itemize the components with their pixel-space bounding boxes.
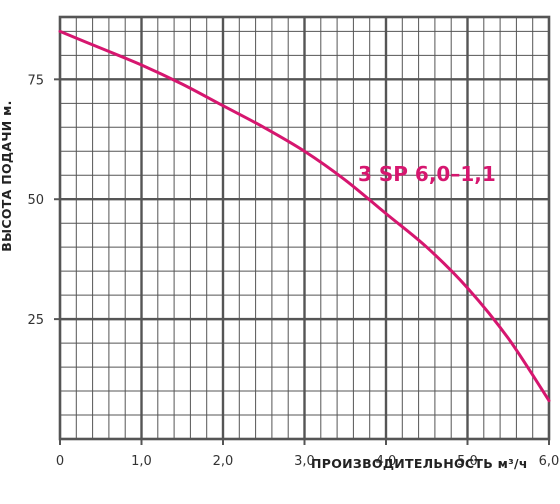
major-grid [60,17,549,439]
x-tick-label: 0 [56,454,64,469]
x-tick-label: 1,0 [131,454,152,469]
y-tick-label: 75 [27,73,44,88]
x-tick-label: 4,0 [376,454,397,469]
y-axis-title: ВЫСОТА ПОДАЧИ м. [0,100,14,251]
x-axis-title: ПРОИЗВОДИТЕЛЬНОСТЬ м³/ч [311,456,528,471]
series-label: 3 SP 6,0–1,1 [358,162,496,186]
x-tick-label: 5,0 [457,454,478,469]
x-tick-label: 6,0 [539,454,560,469]
series-group [58,29,551,403]
y-tick-label: 50 [27,193,44,208]
series-line [58,29,551,403]
tick-labels: 0 1,0 2,0 3,0 4,0 5,0 6,0 25 50 75 [27,73,559,469]
y-tick-label: 25 [27,313,44,328]
x-tick-label: 2,0 [213,454,234,469]
x-tick-label: 3,0 [294,454,315,469]
axes [54,15,551,445]
